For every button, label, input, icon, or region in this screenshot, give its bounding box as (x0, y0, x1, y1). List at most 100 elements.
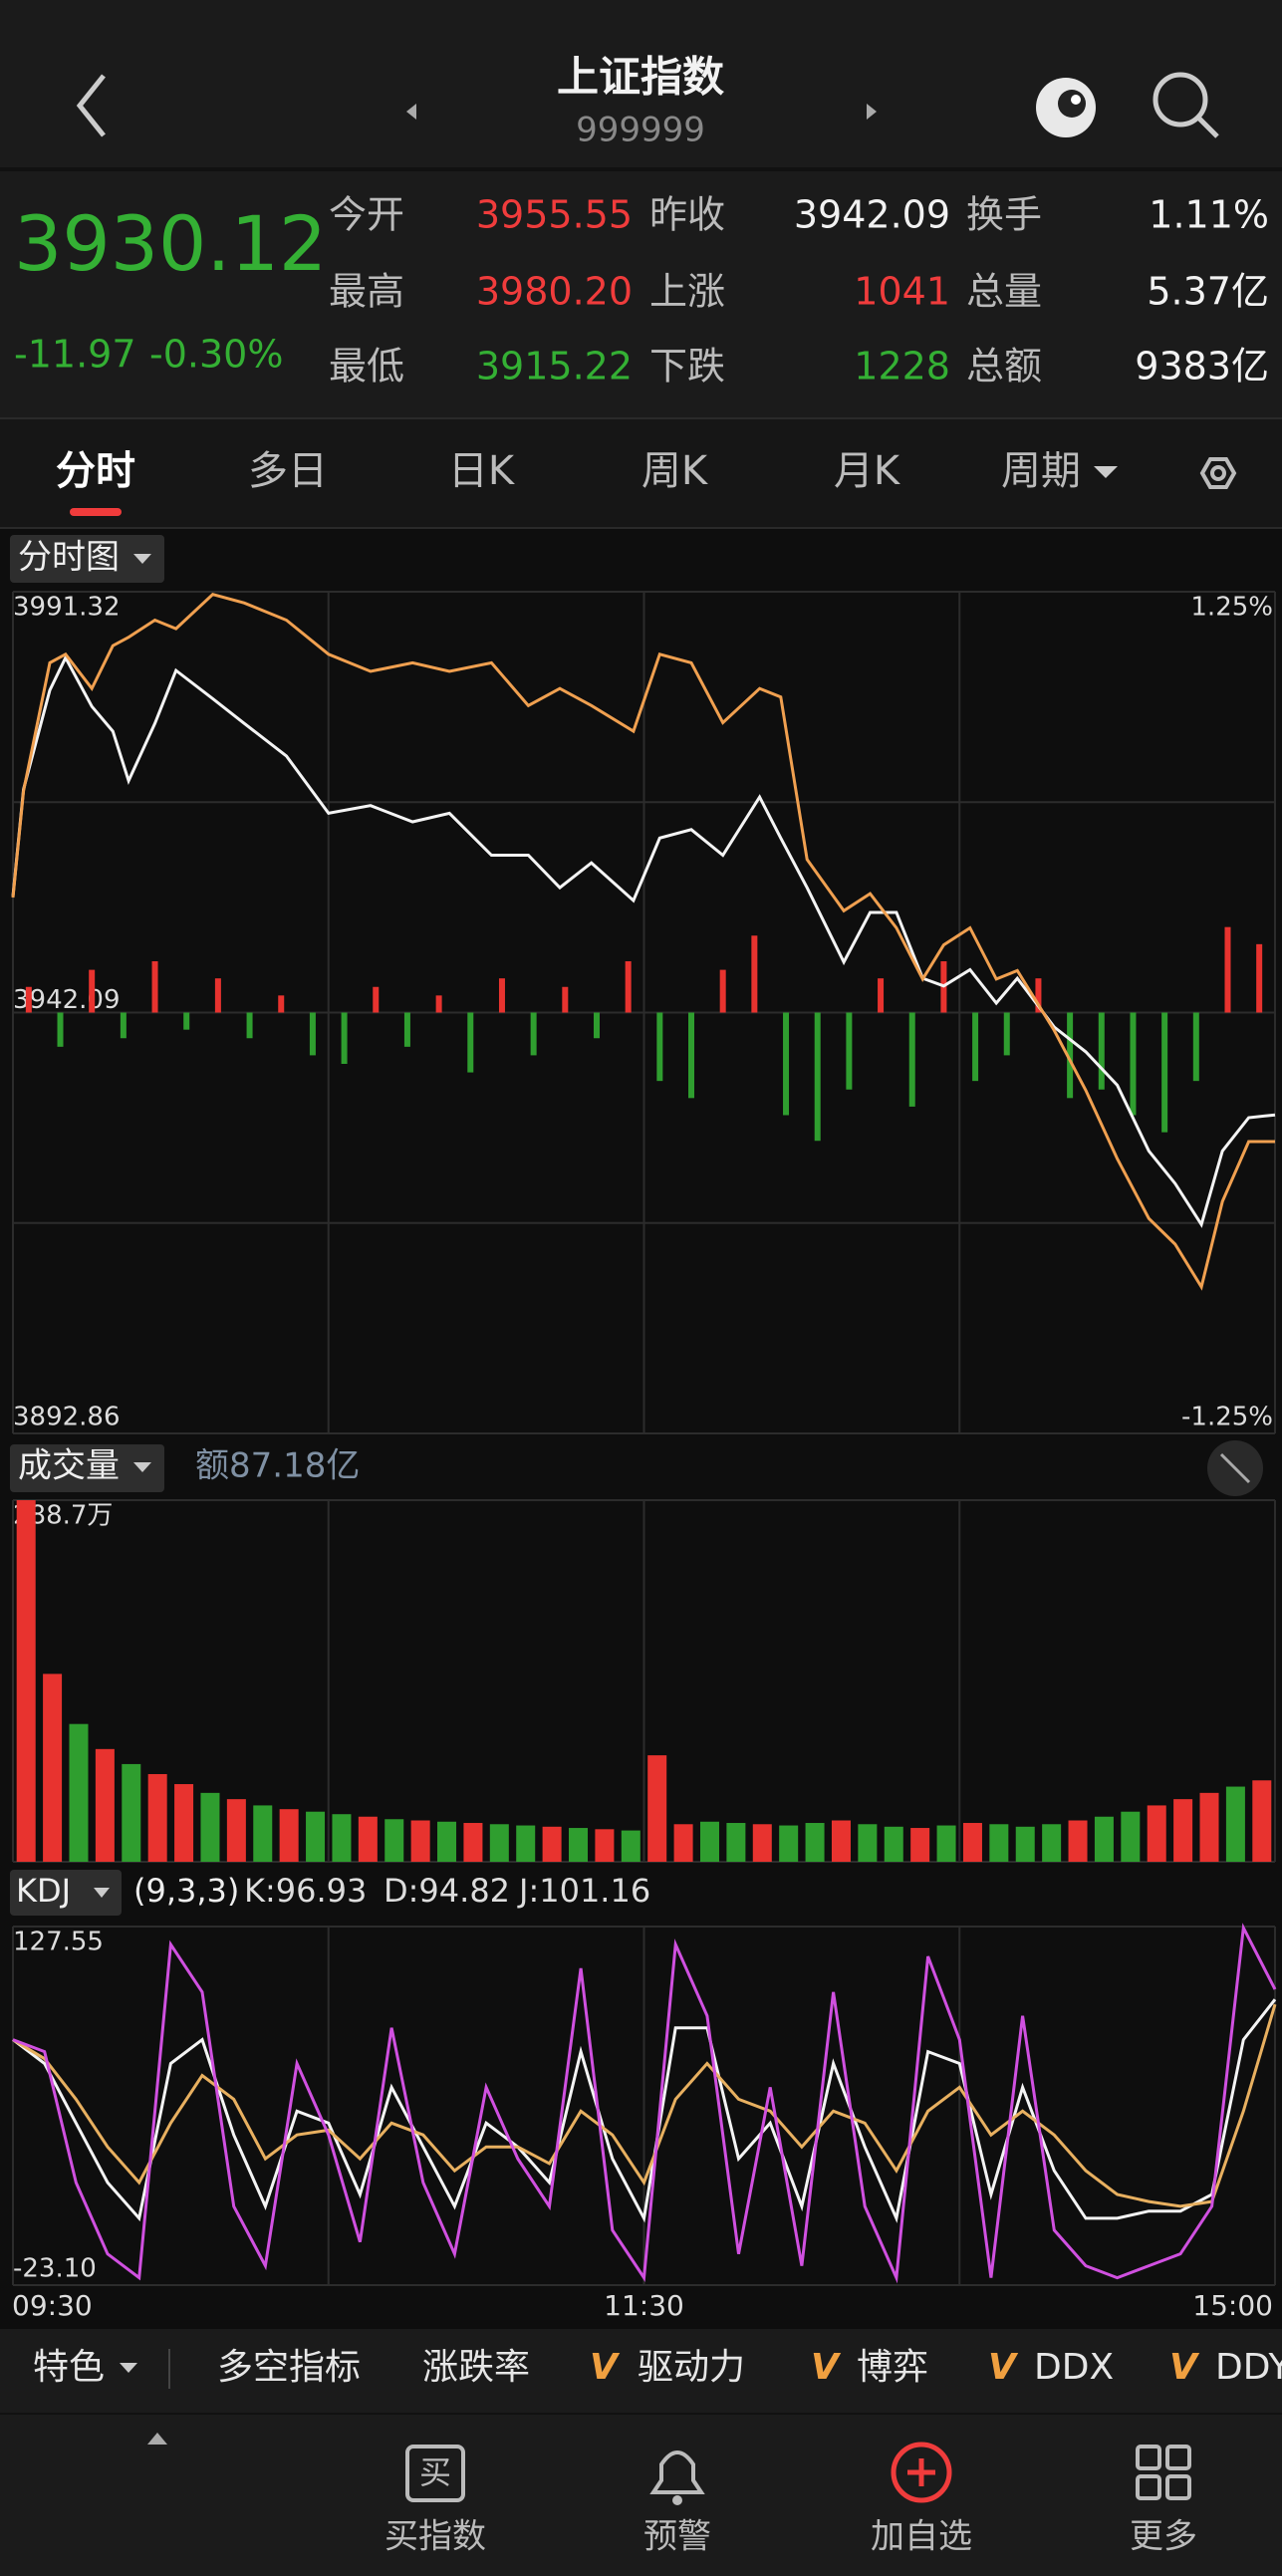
strength-bar (278, 995, 285, 1013)
tab[interactable]: 多日 (248, 448, 328, 494)
indicator[interactable]: 多空指标 (217, 2347, 361, 2388)
quote-label: 最高 (329, 270, 404, 314)
quote-value: 1041 (854, 270, 950, 314)
quote-value: 3955.55 (476, 193, 633, 237)
indicator[interactable]: 涨跌率 (422, 2347, 530, 2388)
tab[interactable]: 分时 (56, 448, 135, 494)
selector[interactable] (10, 535, 164, 583)
quote-label: 上涨 (649, 270, 725, 314)
nav-more[interactable] (1136, 2445, 1191, 2500)
quote-label: 总量 (966, 270, 1042, 314)
y-tick-label: 3991.32 (13, 593, 121, 623)
indicator[interactable]: 驱动力 (638, 2347, 745, 2388)
volume-bar (569, 1828, 589, 1862)
prev-arrow[interactable] (406, 104, 416, 120)
dropdown-arrow (133, 554, 151, 564)
back-button[interactable] (76, 74, 106, 137)
selector[interactable] (10, 1444, 164, 1492)
strength-bar (341, 1012, 348, 1064)
series-line (11, 654, 1276, 1228)
badge: V (811, 2347, 842, 2388)
search-icon[interactable] (1153, 72, 1219, 138)
strength-bar (751, 935, 758, 1013)
volume-bar (489, 1824, 509, 1862)
y-tick-label: -23.10 (13, 2254, 97, 2284)
strength-bar (719, 969, 726, 1013)
quote-value: 1.11% (1149, 193, 1269, 237)
volume-bar (95, 1748, 115, 1862)
quote-value: 3980.20 (476, 270, 633, 314)
volume-bar (621, 1830, 641, 1862)
strength-bar (1161, 1012, 1168, 1133)
strength-bar (373, 986, 380, 1013)
indicator[interactable]: DDX (1034, 2347, 1114, 2388)
legend-entry: K:96.93 (244, 1872, 367, 1910)
nav-alert[interactable] (649, 2450, 705, 2505)
volume-bar (779, 1825, 799, 1862)
expand-icon[interactable] (1207, 1440, 1263, 1496)
strength-bar (1003, 1012, 1010, 1056)
volume-bar (910, 1828, 930, 1862)
volume-bar (805, 1823, 825, 1862)
quote-value: 3915.22 (476, 345, 633, 388)
tab[interactable]: 周K (641, 448, 709, 494)
indicator[interactable]: 博弈 (857, 2347, 928, 2388)
tab[interactable]: 周期 (1001, 448, 1081, 494)
chart-label: 分时图 (18, 538, 120, 578)
strength-bar (972, 1012, 979, 1082)
volume-bar (385, 1819, 404, 1862)
code: 999999 (576, 111, 705, 150)
volume-bar (989, 1824, 1009, 1862)
volume-bar (1094, 1816, 1114, 1862)
nav-label[interactable]: 买指数 (385, 2517, 486, 2557)
chart-bg (0, 528, 1282, 2329)
volume-bar (1015, 1826, 1035, 1862)
strength-bar (783, 1012, 790, 1116)
strength-bar (214, 978, 221, 1013)
settings-icon[interactable] (1199, 457, 1237, 489)
volume-bar (122, 1763, 141, 1862)
volume-bar (1252, 1780, 1272, 1862)
strength-bar (120, 1012, 127, 1039)
params: (9,3,3) (133, 1872, 239, 1910)
mascot-icon[interactable] (1036, 78, 1096, 137)
nav-label[interactable]: 更多 (1130, 2517, 1197, 2557)
bottom-nav (0, 2415, 1282, 2576)
chart-label: KDJ (16, 1872, 71, 1910)
change: -11.97 (14, 333, 136, 377)
strength-bar (1256, 943, 1263, 1013)
volume-bar (962, 1823, 982, 1862)
nav-add[interactable] (891, 2442, 952, 2503)
strength-bar (530, 1012, 537, 1056)
quote-label: 今开 (329, 193, 404, 237)
strength-bar (1067, 1012, 1074, 1099)
strength-bar (403, 1012, 410, 1047)
nav-label[interactable]: 加自选 (871, 2517, 972, 2557)
dropdown-arrow (133, 1462, 151, 1472)
indicator[interactable]: 特色 (33, 2347, 105, 2388)
strength-bar (1224, 926, 1231, 1013)
volume-bar (358, 1816, 378, 1862)
volume-bar (253, 1805, 273, 1862)
next-arrow[interactable] (867, 104, 877, 120)
x-tick-label: 09:30 (12, 2289, 93, 2322)
strength-bar (309, 1012, 316, 1056)
indicator[interactable]: DDY (1215, 2347, 1282, 2388)
volume-bar (726, 1823, 746, 1862)
nav-label[interactable]: 预警 (643, 2517, 711, 2557)
strength-bar (656, 1012, 663, 1082)
volume-bar (831, 1820, 851, 1862)
strength-bar (688, 1012, 695, 1099)
icon-text: 买 (419, 2453, 451, 2491)
quote-label: 换手 (966, 193, 1042, 237)
nav-buy[interactable]: 买 (405, 2445, 465, 2502)
tab[interactable]: 日K (448, 448, 516, 494)
selector[interactable] (10, 1870, 122, 1916)
collapse-arrow[interactable] (147, 2433, 167, 2445)
legend-entry: D:94.82 (384, 1872, 510, 1910)
dropdown-arrow (120, 2363, 137, 2373)
volume-bar (147, 1773, 167, 1862)
quote-value: 5.37亿 (1147, 270, 1269, 314)
tab[interactable]: 月K (834, 448, 901, 494)
badge: V (988, 2347, 1019, 2388)
